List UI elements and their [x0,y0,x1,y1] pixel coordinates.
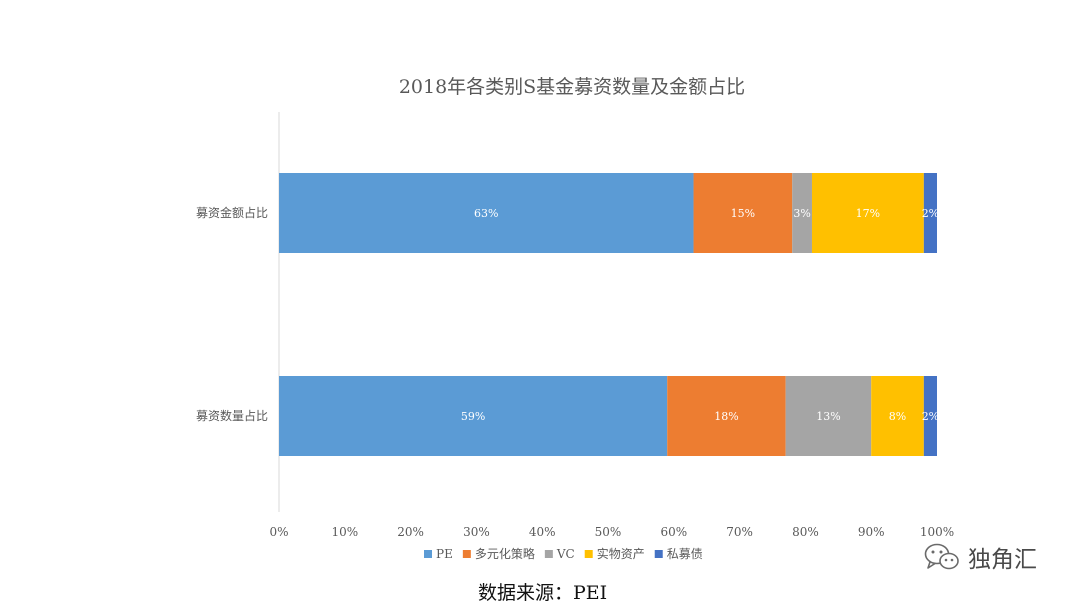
watermark: 独角汇 [924,540,1037,574]
x-tick-label: 0% [269,525,288,539]
legend-swatch [462,550,471,558]
data-label: 59% [461,410,485,423]
x-tick-label: 70% [726,525,753,539]
data-label: 17% [856,207,880,220]
bar-segment [279,376,668,456]
data-label: 63% [474,207,498,220]
x-tick-label: 80% [792,525,819,539]
legend-label: PE [436,547,453,561]
bar-segment [785,376,872,456]
data-label: 15% [731,207,755,220]
data-label: 2% [922,207,939,220]
x-tick-label: 40% [529,525,556,539]
legend-label: VC [556,547,575,561]
bar-segment [667,376,786,456]
legend-swatch [584,550,593,558]
x-tick-label: 30% [463,525,490,539]
chart-title: 2018年各类别S基金募资数量及金额占比 [399,76,745,98]
bar-segment [923,376,937,456]
x-axis-ticks: 0% 10% 20% 30% 40% 50% 60% 70% 80% 90% 100% [269,525,954,539]
x-tick-label: 20% [397,525,424,539]
x-tick-label: 60% [660,525,687,539]
bar-segment [811,173,924,253]
legend-swatch [544,550,553,558]
legend-swatch [654,550,663,558]
bar-segment [279,173,694,253]
x-tick-label: 50% [595,525,622,539]
legend-swatch [424,550,432,558]
x-tick-label: 90% [858,525,885,539]
data-label: 2% [922,410,939,423]
wechat-icon [924,543,959,570]
watermark-text: 独角汇 [968,547,1037,573]
bars-group: 63% 15% 3% 17% 2% 59% 18% 13% 8% 2% [279,173,939,456]
data-label: 8% [889,410,906,423]
source-note: 数据来源：PEI [478,582,608,604]
legend-label: 实物资产 [597,546,645,561]
category-label: 募资数量占比 [196,408,268,423]
category-label: 募资金额占比 [196,205,268,220]
legend: PE 多元化策略 VC 实物资产 私募债 [424,546,703,561]
x-tick-label: 10% [331,525,358,539]
bar-segment [923,173,937,253]
bar-segment [871,376,924,456]
bar-segment [693,173,793,253]
x-tick-label: 100% [920,525,954,539]
data-label: 18% [714,410,738,423]
data-label: 13% [816,410,840,423]
legend-label: 多元化策略 [475,546,535,561]
bar-segment [792,173,812,253]
data-label: 3% [793,207,810,220]
legend-label: 私募债 [667,547,703,561]
